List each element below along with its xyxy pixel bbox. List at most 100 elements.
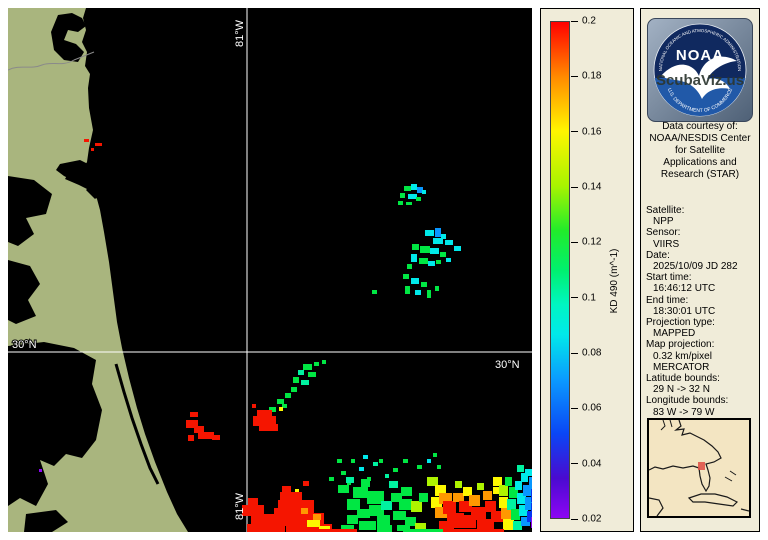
data-pixel bbox=[419, 258, 428, 264]
data-pixel bbox=[252, 404, 256, 408]
data-pixel bbox=[435, 485, 446, 496]
data-pixel bbox=[329, 477, 334, 481]
field-label: Start time: bbox=[646, 272, 692, 284]
river-south-blob bbox=[24, 510, 68, 532]
data-pixel bbox=[282, 486, 291, 492]
lon-label-top: 81°W bbox=[234, 19, 246, 47]
watermark-text: ScubaViz.us bbox=[656, 72, 744, 89]
data-pixel bbox=[298, 370, 304, 375]
field-label: Latitude bounds: bbox=[646, 373, 720, 385]
data-pixel bbox=[517, 465, 524, 472]
data-pixel bbox=[295, 489, 299, 493]
data-pixel bbox=[303, 481, 309, 486]
data-pixel bbox=[257, 410, 272, 418]
data-pixel bbox=[531, 517, 538, 528]
data-pixel bbox=[405, 517, 416, 526]
data-pixel bbox=[531, 503, 538, 516]
colorbar-tick-label: 0.12 bbox=[582, 236, 602, 248]
data-pixel bbox=[531, 489, 538, 502]
field-value: NPP bbox=[653, 216, 674, 228]
field-label: Date: bbox=[646, 249, 670, 261]
data-pixel bbox=[403, 274, 409, 279]
data-pixel bbox=[307, 520, 320, 527]
data-pixel bbox=[403, 529, 443, 532]
data-pixel bbox=[346, 477, 354, 483]
info-panel: NATIONAL OCEANIC AND ATMOSPHERIC ADMINIS… bbox=[640, 8, 760, 532]
data-pixel bbox=[359, 467, 364, 471]
data-pixel bbox=[285, 393, 291, 398]
data-pixel bbox=[435, 507, 450, 518]
colorbar-tick bbox=[571, 463, 578, 465]
data-pixel bbox=[363, 455, 368, 459]
data-pixel bbox=[428, 261, 435, 266]
data-pixel bbox=[347, 515, 358, 524]
colorbar-tick bbox=[571, 407, 578, 409]
data-pixel bbox=[415, 523, 426, 531]
colorbar-tick bbox=[571, 20, 578, 22]
data-pixel bbox=[253, 416, 276, 426]
data-pixel bbox=[427, 290, 431, 298]
data-pixel bbox=[411, 278, 419, 284]
data-pixel bbox=[517, 493, 526, 504]
data-pixel bbox=[427, 477, 438, 486]
data-pixel bbox=[301, 508, 308, 514]
data-pixel bbox=[373, 462, 378, 466]
data-pixel bbox=[313, 514, 321, 520]
data-pixel bbox=[445, 240, 453, 245]
data-pixel bbox=[435, 228, 441, 237]
data-pixel bbox=[507, 499, 516, 510]
data-pixel bbox=[459, 501, 472, 512]
data-pixel bbox=[91, 148, 94, 151]
river-mouth bbox=[56, 160, 100, 186]
data-pixel bbox=[338, 485, 349, 493]
river-blob-a bbox=[8, 176, 52, 246]
lat-label-right: 30°N bbox=[495, 359, 520, 371]
data-pixel bbox=[297, 529, 357, 532]
locator-map bbox=[647, 418, 751, 518]
data-pixel bbox=[491, 511, 504, 522]
data-pixel bbox=[269, 407, 276, 412]
data-pixel bbox=[440, 252, 446, 257]
data-pixel bbox=[505, 477, 512, 486]
fields-block: Satellite: NPP Sensor: VIIRS Date: 2025/10/09… bbox=[646, 205, 757, 418]
colorbar-gradient bbox=[550, 21, 570, 519]
colorbar-tick-label: 0.1 bbox=[582, 292, 596, 304]
data-pixel bbox=[437, 465, 441, 469]
data-pixel bbox=[407, 264, 412, 269]
field-label: Satellite: bbox=[646, 205, 685, 216]
data-pixel bbox=[417, 465, 422, 469]
noaa-logo-svg: NATIONAL OCEANIC AND ATMOSPHERIC ADMINIS… bbox=[647, 18, 753, 122]
colorbar-tick-label: 0.08 bbox=[582, 347, 602, 359]
data-pixel bbox=[521, 473, 528, 482]
lon-label-bottom: 81°W bbox=[234, 492, 246, 520]
data-pixel bbox=[278, 500, 314, 515]
data-pixel bbox=[322, 360, 326, 364]
data-pixel bbox=[499, 497, 508, 508]
data-pixel bbox=[471, 507, 486, 520]
data-pixel bbox=[493, 477, 502, 486]
locator-yucatan bbox=[648, 497, 664, 517]
field-label: Sensor: bbox=[646, 227, 681, 239]
data-pixel bbox=[406, 202, 412, 205]
data-pixel bbox=[401, 487, 412, 496]
courtesy-line: Applications and bbox=[663, 157, 737, 168]
field-value: 16:46:12 UTC bbox=[653, 283, 716, 295]
courtesy-line: NOAA/NESDIS Center bbox=[649, 133, 751, 144]
data-pixel bbox=[404, 186, 411, 191]
data-pixel bbox=[422, 190, 426, 194]
courtesy-line: for Satellite bbox=[674, 145, 726, 156]
colorbar-tick bbox=[571, 131, 578, 133]
river-mouth-arm bbox=[86, 184, 101, 199]
data-pixel bbox=[353, 487, 368, 498]
locator-us-coast bbox=[648, 419, 722, 493]
colorbar-tick-label: 0.06 bbox=[582, 402, 602, 414]
locator-bays bbox=[660, 419, 673, 431]
data-pixel bbox=[391, 493, 402, 502]
inlet-north bbox=[51, 13, 86, 62]
colorbar-tick-label: 0.2 bbox=[582, 15, 596, 27]
data-pixel bbox=[194, 426, 204, 433]
data-pixel bbox=[453, 493, 464, 502]
map-data-layer bbox=[39, 139, 538, 533]
data-pixel bbox=[501, 508, 512, 519]
